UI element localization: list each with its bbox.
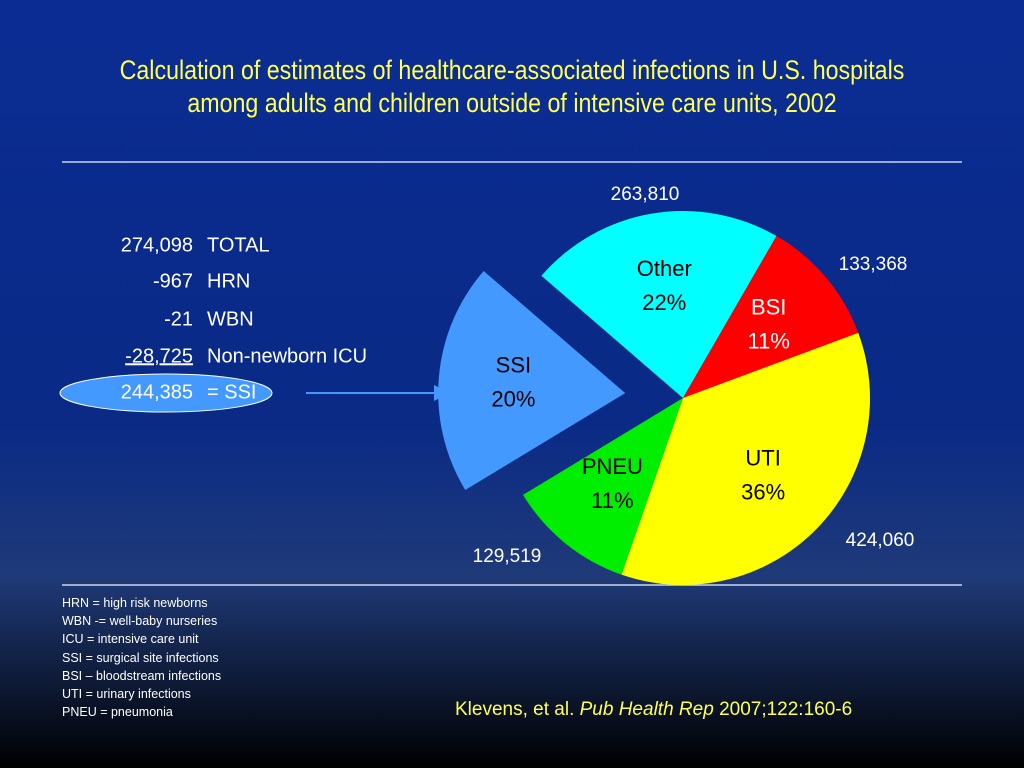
- table: 274,098 TOTAL -967 HRN -21 WBN -28,725 Non-newb…: [121, 234, 367, 403]
- count-label: 263,810: [611, 184, 680, 205]
- footnote: UTI = urinary infections: [62, 687, 191, 702]
- pie-slice: [541, 210, 777, 398]
- table-label: TOTAL: [207, 234, 270, 256]
- pie-slice: [621, 332, 870, 585]
- slice-percent: 36%: [741, 479, 785, 504]
- slice-label: Other: [637, 256, 692, 281]
- slice-percent: 20%: [491, 387, 535, 412]
- footnote: SSI = surgical site infections: [62, 650, 219, 665]
- slice-label: SSI: [496, 353, 531, 378]
- citation-authors: Klevens, et al.: [455, 699, 575, 720]
- count-label: 129,519: [473, 546, 542, 567]
- footnotes: HRN = high risk newborns WBN -= well-baby…: [62, 594, 221, 721]
- highlight-ellipse: [59, 373, 273, 413]
- table-number: -21: [164, 308, 193, 330]
- table-number: 244,385: [121, 381, 193, 403]
- slice-percent: 22%: [642, 290, 686, 315]
- footnote: WBN -= well-baby nurseries: [62, 614, 218, 629]
- footnote: HRN = high risk newborns: [62, 596, 208, 610]
- count-label: 424,060: [846, 530, 915, 551]
- pie-slice: [523, 398, 683, 575]
- slice-percent: 11%: [747, 328, 789, 353]
- slice-percent: 11%: [591, 488, 633, 513]
- citation-journal: Pub Health Rep: [579, 699, 714, 720]
- slice-label: BSI: [751, 294, 786, 319]
- table-label: Non-newborn ICU: [207, 345, 367, 367]
- pie: Other 22% 263,810 BSI 11% 133,368 UTI 36% 424,06…: [438, 184, 914, 585]
- table-number: -28,725: [125, 345, 193, 367]
- slice-label: UTI: [745, 445, 780, 470]
- count-label: 133,368: [839, 254, 908, 275]
- pie-slice: [438, 270, 626, 491]
- table-label: HRN: [207, 270, 250, 292]
- footnote: BSI – bloodstream infections: [62, 668, 222, 683]
- citation-details: 2007;122:160-6: [719, 699, 853, 720]
- slice-label: PNEU: [582, 454, 643, 479]
- footnote: PNEU = pneumonia: [62, 705, 173, 720]
- table-label: WBN: [207, 308, 254, 330]
- footnote: ICU = intensive care unit: [62, 632, 199, 647]
- chart-title: Calculation of estimates of healthcare-a…: [119, 55, 905, 118]
- citation: Klevens, et al. Pub Health Rep 2007;122:…: [455, 699, 852, 721]
- table-number: 274,098: [121, 234, 193, 256]
- pie-slice: [683, 236, 859, 398]
- table-number: -967: [153, 270, 193, 292]
- table-label: = SSI: [207, 381, 256, 403]
